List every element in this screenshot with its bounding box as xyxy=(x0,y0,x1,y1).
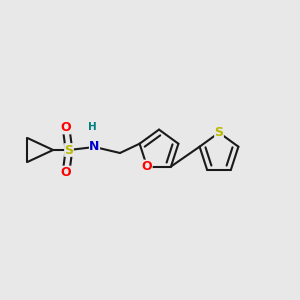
Text: S: S xyxy=(64,143,74,157)
Text: N: N xyxy=(89,140,100,154)
Text: H: H xyxy=(88,122,97,133)
Text: O: O xyxy=(61,121,71,134)
Text: O: O xyxy=(61,166,71,179)
Text: O: O xyxy=(142,160,152,173)
Text: S: S xyxy=(214,126,224,139)
